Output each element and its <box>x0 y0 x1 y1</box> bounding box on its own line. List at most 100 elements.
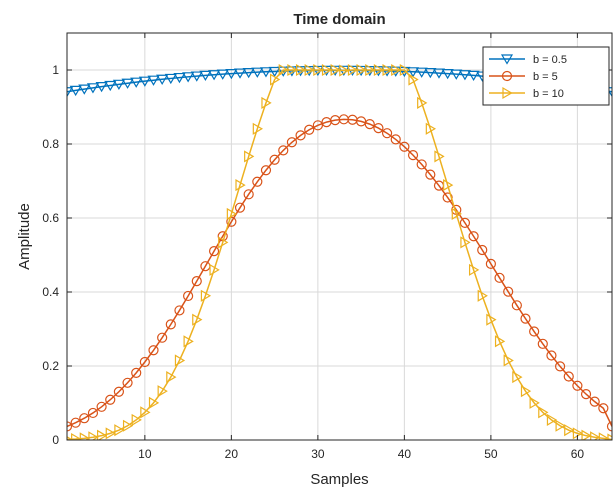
legend-label: b = 0.5 <box>533 54 567 66</box>
data-point <box>520 313 531 324</box>
data-point <box>122 377 133 388</box>
ticks: 10 20 30 40 50 60 0 0.2 0.4 0.6 0.8 1 <box>42 33 612 461</box>
data-point <box>148 396 160 409</box>
data-point <box>270 73 281 86</box>
data-point <box>529 326 540 337</box>
data-point <box>486 313 497 326</box>
data-point <box>104 80 117 92</box>
data-point <box>131 367 142 378</box>
data-point <box>477 244 488 256</box>
data-point <box>416 159 427 170</box>
data-point <box>174 305 185 316</box>
data-point <box>304 63 315 77</box>
data-point <box>87 407 99 419</box>
y-axis-label: Amplitude <box>16 203 33 270</box>
series-layer <box>67 63 612 440</box>
legend-marker <box>501 70 513 82</box>
data-point <box>286 137 298 148</box>
data-point <box>503 286 514 297</box>
data-point <box>494 272 505 283</box>
data-point <box>216 69 229 80</box>
y-tick-label: 0.6 <box>42 211 59 225</box>
data-point <box>252 122 264 135</box>
data-point <box>391 63 402 77</box>
data-point <box>529 396 540 409</box>
data-point <box>425 122 437 135</box>
data-point <box>434 150 445 163</box>
data-point <box>606 421 612 432</box>
data-point <box>459 217 471 228</box>
data-point <box>443 179 454 192</box>
data-point <box>233 68 247 79</box>
data-point <box>251 67 264 78</box>
legend-item: b = 10 <box>489 86 564 100</box>
data-point <box>218 236 229 249</box>
data-point <box>138 76 151 87</box>
legend-item: b = 0.5 <box>489 54 567 66</box>
data-point <box>157 332 168 343</box>
data-point <box>365 63 376 77</box>
data-point <box>69 85 82 97</box>
x-tick-label: 40 <box>398 447 412 461</box>
data-point <box>71 432 82 440</box>
data-point <box>408 73 419 86</box>
data-point <box>458 70 471 81</box>
data-point <box>364 119 375 130</box>
data-point <box>295 130 306 141</box>
data-point <box>511 300 522 311</box>
data-point <box>156 74 169 85</box>
data-point <box>242 67 255 79</box>
data-point <box>477 289 488 302</box>
x-tick-label: 50 <box>484 447 498 461</box>
data-point <box>208 70 221 81</box>
data-point <box>321 63 333 77</box>
data-point <box>313 63 324 77</box>
data-point <box>564 424 575 437</box>
legend-marker <box>500 54 514 65</box>
data-point <box>130 77 143 88</box>
data-point <box>67 87 74 98</box>
data-point <box>442 192 453 203</box>
legend: b = 0.5 b = 5 b = 10 <box>482 46 610 106</box>
data-point <box>105 427 116 440</box>
data-point <box>373 122 384 134</box>
data-point <box>208 246 220 257</box>
data-point <box>373 63 385 77</box>
data-point <box>244 150 255 163</box>
data-point <box>278 145 289 156</box>
data-point <box>147 75 160 86</box>
data-point <box>598 432 610 440</box>
data-point <box>112 79 125 91</box>
data-point <box>581 429 592 440</box>
x-tick-label: 60 <box>571 447 585 461</box>
data-point <box>157 385 168 398</box>
data-point <box>399 141 410 152</box>
data-point <box>97 429 108 440</box>
legend-item: b = 5 <box>489 70 558 83</box>
data-point <box>546 413 558 426</box>
data-point <box>417 96 428 109</box>
data-point <box>356 63 367 77</box>
data-point <box>67 421 73 432</box>
data-point <box>199 70 212 82</box>
data-point <box>494 335 506 348</box>
data-point <box>166 371 177 384</box>
data-point <box>140 406 151 419</box>
data-point <box>468 231 479 242</box>
grid <box>67 33 612 441</box>
data-point <box>330 63 341 77</box>
data-point <box>164 73 177 85</box>
data-point <box>226 207 238 220</box>
data-point <box>485 258 496 269</box>
legend-box <box>482 46 610 106</box>
data-point <box>200 289 212 302</box>
data-point <box>105 394 116 405</box>
data-point <box>460 236 471 249</box>
data-point <box>182 72 195 83</box>
legend-label: b = 5 <box>533 71 558 83</box>
data-point <box>173 72 186 84</box>
data-point <box>183 290 194 302</box>
data-point <box>554 361 566 372</box>
data-point <box>96 401 107 412</box>
